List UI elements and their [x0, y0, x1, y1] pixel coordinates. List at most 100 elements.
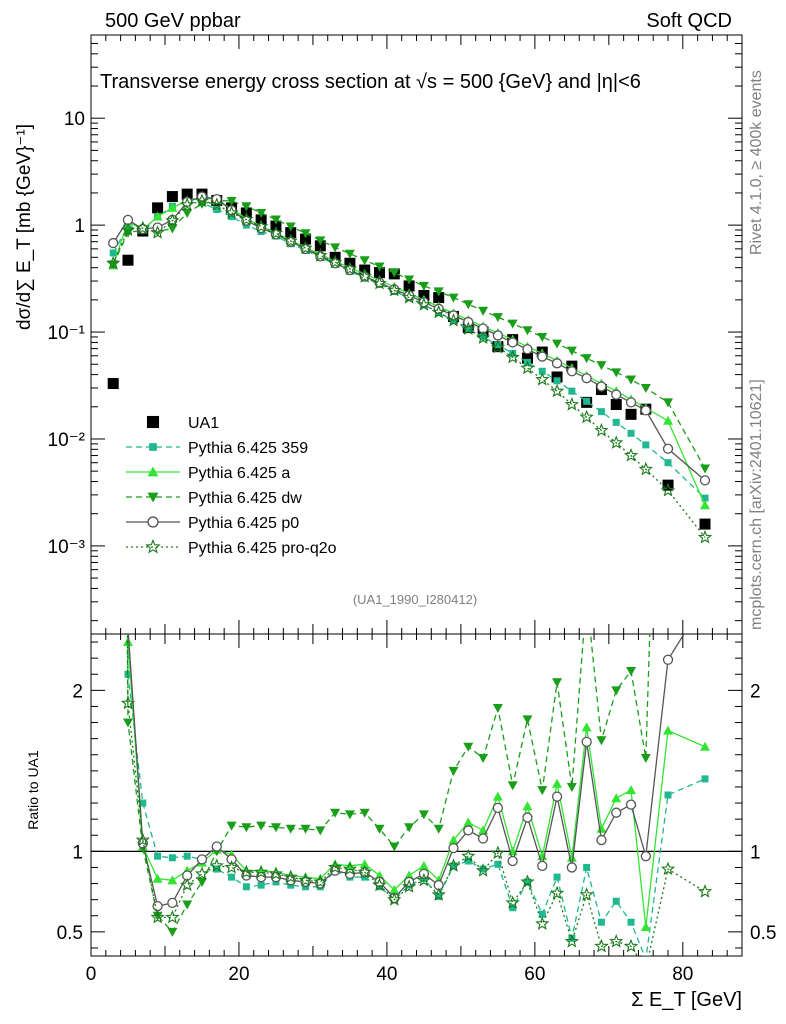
main-data-point [194, 193, 210, 208]
ratio-data-point [626, 667, 637, 677]
main-data-point [507, 319, 518, 329]
main-data-point [551, 358, 563, 369]
main-data-point [285, 222, 296, 232]
ratio-data-point [418, 810, 429, 820]
ratio-data-point [625, 799, 637, 810]
ratio-data-point [126, 634, 130, 635]
main-data-point [492, 330, 504, 341]
main-data-point [566, 366, 578, 377]
main-data-point [494, 341, 502, 349]
ratio-data-point [196, 854, 208, 865]
main-data-point [700, 500, 711, 510]
ratio-data-point [566, 862, 578, 873]
main-data-point [241, 202, 252, 212]
ratio-data-point [596, 834, 607, 846]
ratio-data-point [611, 807, 622, 818]
ratio-data-point [640, 753, 651, 763]
ratio-data-point [256, 821, 267, 831]
ratio-data-point [374, 824, 385, 834]
ratio-data-point [697, 884, 713, 898]
ratio-data-point [196, 877, 207, 887]
ratio-data-point [242, 883, 250, 891]
ratio-data-point [209, 858, 224, 872]
main-data-point [181, 188, 193, 200]
chart-title: Transverse energy cross section at √s = … [100, 71, 641, 93]
ratio-data-point [507, 855, 518, 867]
ratio-data-point [640, 963, 651, 974]
main-data-point [479, 333, 487, 341]
x-axis-label: Σ E_T [GeV] [631, 989, 742, 1011]
main-data-point [461, 321, 476, 336]
ratio-series-4 [120, 634, 713, 974]
main-data-point [418, 281, 429, 291]
ratio-data-point [226, 821, 237, 831]
legend-marker [149, 443, 157, 451]
ratio-data-point [433, 824, 444, 834]
main-data-point [697, 529, 713, 544]
legend-marker [146, 415, 160, 429]
main-data-point [566, 346, 577, 356]
ratio-data-point [165, 909, 180, 924]
legend-marker [145, 538, 161, 554]
ratio-data-point [492, 791, 503, 801]
main-data-point [298, 240, 313, 255]
main-data-point [640, 405, 651, 416]
ratio-data-point [167, 927, 178, 937]
main-data-point [623, 448, 639, 462]
ratio-data-point [446, 858, 461, 872]
main-data-point [182, 208, 193, 218]
main-data-point [256, 208, 267, 218]
main-data-point [433, 292, 445, 304]
ratio-data-point [626, 785, 637, 795]
main-y-tick-label: 10 [64, 109, 85, 130]
main-data-point [640, 383, 651, 393]
ratio-data-point [285, 824, 296, 834]
main-data-point [228, 213, 236, 221]
ratio-data-point [522, 812, 533, 823]
ratio-data-point [182, 900, 193, 910]
main-y-axis-label: dσ/d∑ E_T [mb {GeV}⁻¹] [14, 124, 35, 330]
ratio-data-point [139, 799, 147, 807]
main-data-point [478, 306, 489, 316]
ratio-data-point [582, 591, 592, 600]
ratio-data-point [226, 854, 237, 865]
ratio-data-point [241, 823, 252, 833]
main-data-point [522, 326, 533, 336]
main-data-point [627, 429, 635, 437]
ratio-data-point [255, 871, 267, 883]
main-data-point [609, 435, 624, 449]
ratio-data-point [611, 793, 622, 803]
main-data-point [701, 494, 709, 502]
legend-label: Pythia 6.425 pro-q2o [188, 540, 337, 557]
main-data-point [357, 269, 372, 283]
ratio-data-point [167, 897, 178, 909]
main-data-point [224, 205, 239, 220]
ratio-data-point [640, 922, 651, 932]
main-data-point [226, 197, 237, 207]
main-data-point [196, 191, 208, 202]
ratio-data-point [594, 938, 609, 953]
ratio-data-point [268, 866, 284, 880]
x-tick-label: 20 [228, 964, 249, 985]
main-data-point [610, 399, 622, 411]
main-data-point [664, 459, 672, 467]
ratio-data-point [505, 895, 520, 909]
main-data-point [642, 441, 650, 449]
ratio-data-point [150, 909, 165, 924]
main-data-point [109, 249, 117, 257]
ratio-data-point [664, 791, 672, 799]
main-data-point [611, 368, 622, 378]
main-data-point [387, 282, 402, 297]
main-data-point [150, 225, 165, 239]
main-y-tick-label: 10⁻¹ [48, 323, 86, 344]
main-data-point [152, 202, 164, 214]
main-data-point [108, 260, 119, 270]
ratio-data-point [583, 863, 591, 871]
main-data-point [522, 344, 533, 355]
ratio-y-tick-label: 2 [72, 681, 83, 702]
legend-label: Pythia 6.425 359 [188, 440, 308, 457]
ratio-data-point [494, 860, 502, 868]
ratio-data-point [448, 835, 459, 845]
main-data-point [509, 350, 517, 358]
ratio-data-point [359, 859, 370, 869]
